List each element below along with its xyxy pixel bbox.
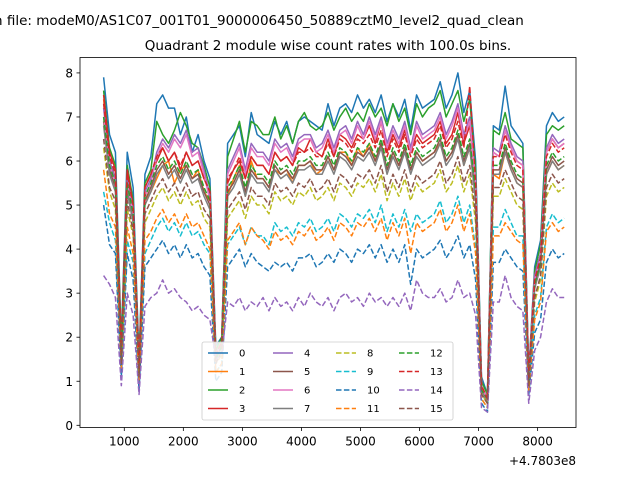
plot-frame: [79, 57, 577, 428]
legend-label-10: 10: [367, 386, 380, 397]
legend-label-5: 5: [304, 367, 310, 378]
legend-frame: [201, 341, 454, 421]
y-tick-label: 7: [65, 110, 73, 124]
x-tick-label: 4000: [286, 435, 317, 449]
y-axis: 0 1 2 3 4 5 6 7 8: [65, 66, 80, 433]
legend-label-4: 4: [304, 349, 310, 360]
x-tick-label: 5000: [345, 435, 376, 449]
x-tick-label: 3000: [227, 435, 258, 449]
legend-label-12: 12: [430, 349, 443, 360]
legend-label-14: 14: [430, 386, 443, 397]
series-line-15: [102, 138, 565, 405]
legend-label-8: 8: [367, 349, 373, 360]
legend-label-9: 9: [367, 367, 373, 378]
y-tick-label: 1: [65, 375, 73, 389]
legend-label-2: 2: [239, 386, 245, 397]
y-tick-label: 5: [65, 199, 73, 213]
y-tick-label: 4: [65, 243, 73, 257]
chart-title: Quadrant 2 module wise count rates with …: [145, 38, 511, 54]
legend-label-0: 0: [239, 349, 245, 360]
legend-label-13: 13: [430, 367, 443, 378]
x-tick-label: 1000: [109, 435, 140, 449]
x-offset-label: +4.7803e8: [509, 454, 576, 468]
chart-suptitle: n file: modeM0/AS1C07_001T01_9000006450_…: [0, 13, 524, 29]
y-tick-label: 8: [65, 66, 73, 80]
legend-label-3: 3: [239, 404, 245, 415]
series-line-8: [102, 147, 565, 405]
y-tick-label: 3: [65, 287, 73, 301]
legend-label-15: 15: [430, 404, 443, 415]
x-axis: 1000 2000 3000 4000 5000 6000 7000 8000: [109, 427, 553, 449]
y-tick-label: 0: [65, 419, 73, 433]
y-tick-label: 2: [65, 331, 73, 345]
x-tick-label: 7000: [463, 435, 494, 449]
x-tick-label: 8000: [522, 435, 553, 449]
x-tick-label: 6000: [404, 435, 435, 449]
series-line-14: [102, 274, 565, 413]
series-layer: [102, 72, 565, 413]
legend-label-6: 6: [304, 386, 310, 397]
legend-label-11: 11: [367, 404, 380, 415]
legend-label-7: 7: [304, 404, 310, 415]
y-tick-label: 6: [65, 155, 73, 169]
x-tick-label: 2000: [168, 435, 199, 449]
legend-label-1: 1: [239, 367, 245, 378]
